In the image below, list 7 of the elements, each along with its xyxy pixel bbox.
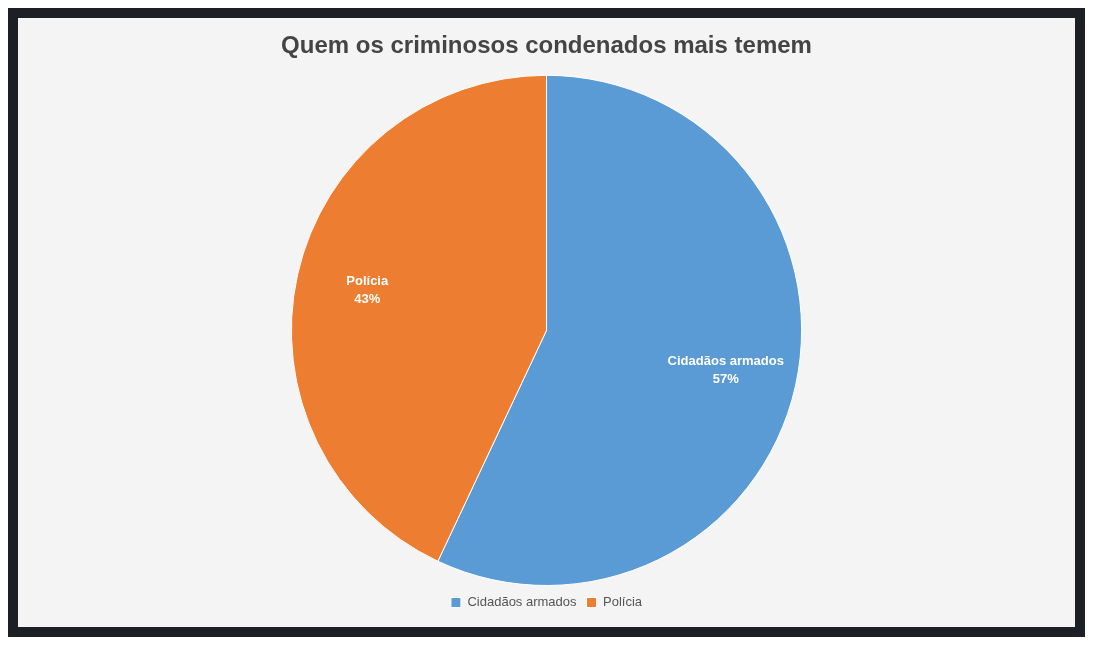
- data-label: 43%: [354, 290, 381, 306]
- legend-label: Cidadãos armados: [467, 594, 578, 610]
- chart-title: Quem os criminosos condenados mais temem: [281, 31, 812, 59]
- slice-label: Cidadãos armados: [667, 353, 784, 369]
- legend-label: Polícia: [603, 594, 643, 610]
- slice-label: Polícia: [346, 272, 389, 288]
- data-label: 57%: [712, 371, 740, 387]
